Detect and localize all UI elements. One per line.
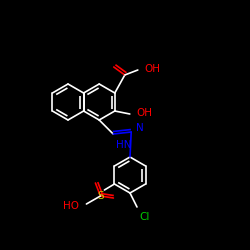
Text: HN: HN (116, 140, 132, 150)
Text: HO: HO (64, 201, 80, 211)
Text: N: N (136, 123, 144, 133)
Text: S: S (97, 191, 104, 201)
Text: Cl: Cl (139, 212, 149, 222)
Text: OH: OH (137, 108, 153, 118)
Text: OH: OH (145, 64, 161, 74)
